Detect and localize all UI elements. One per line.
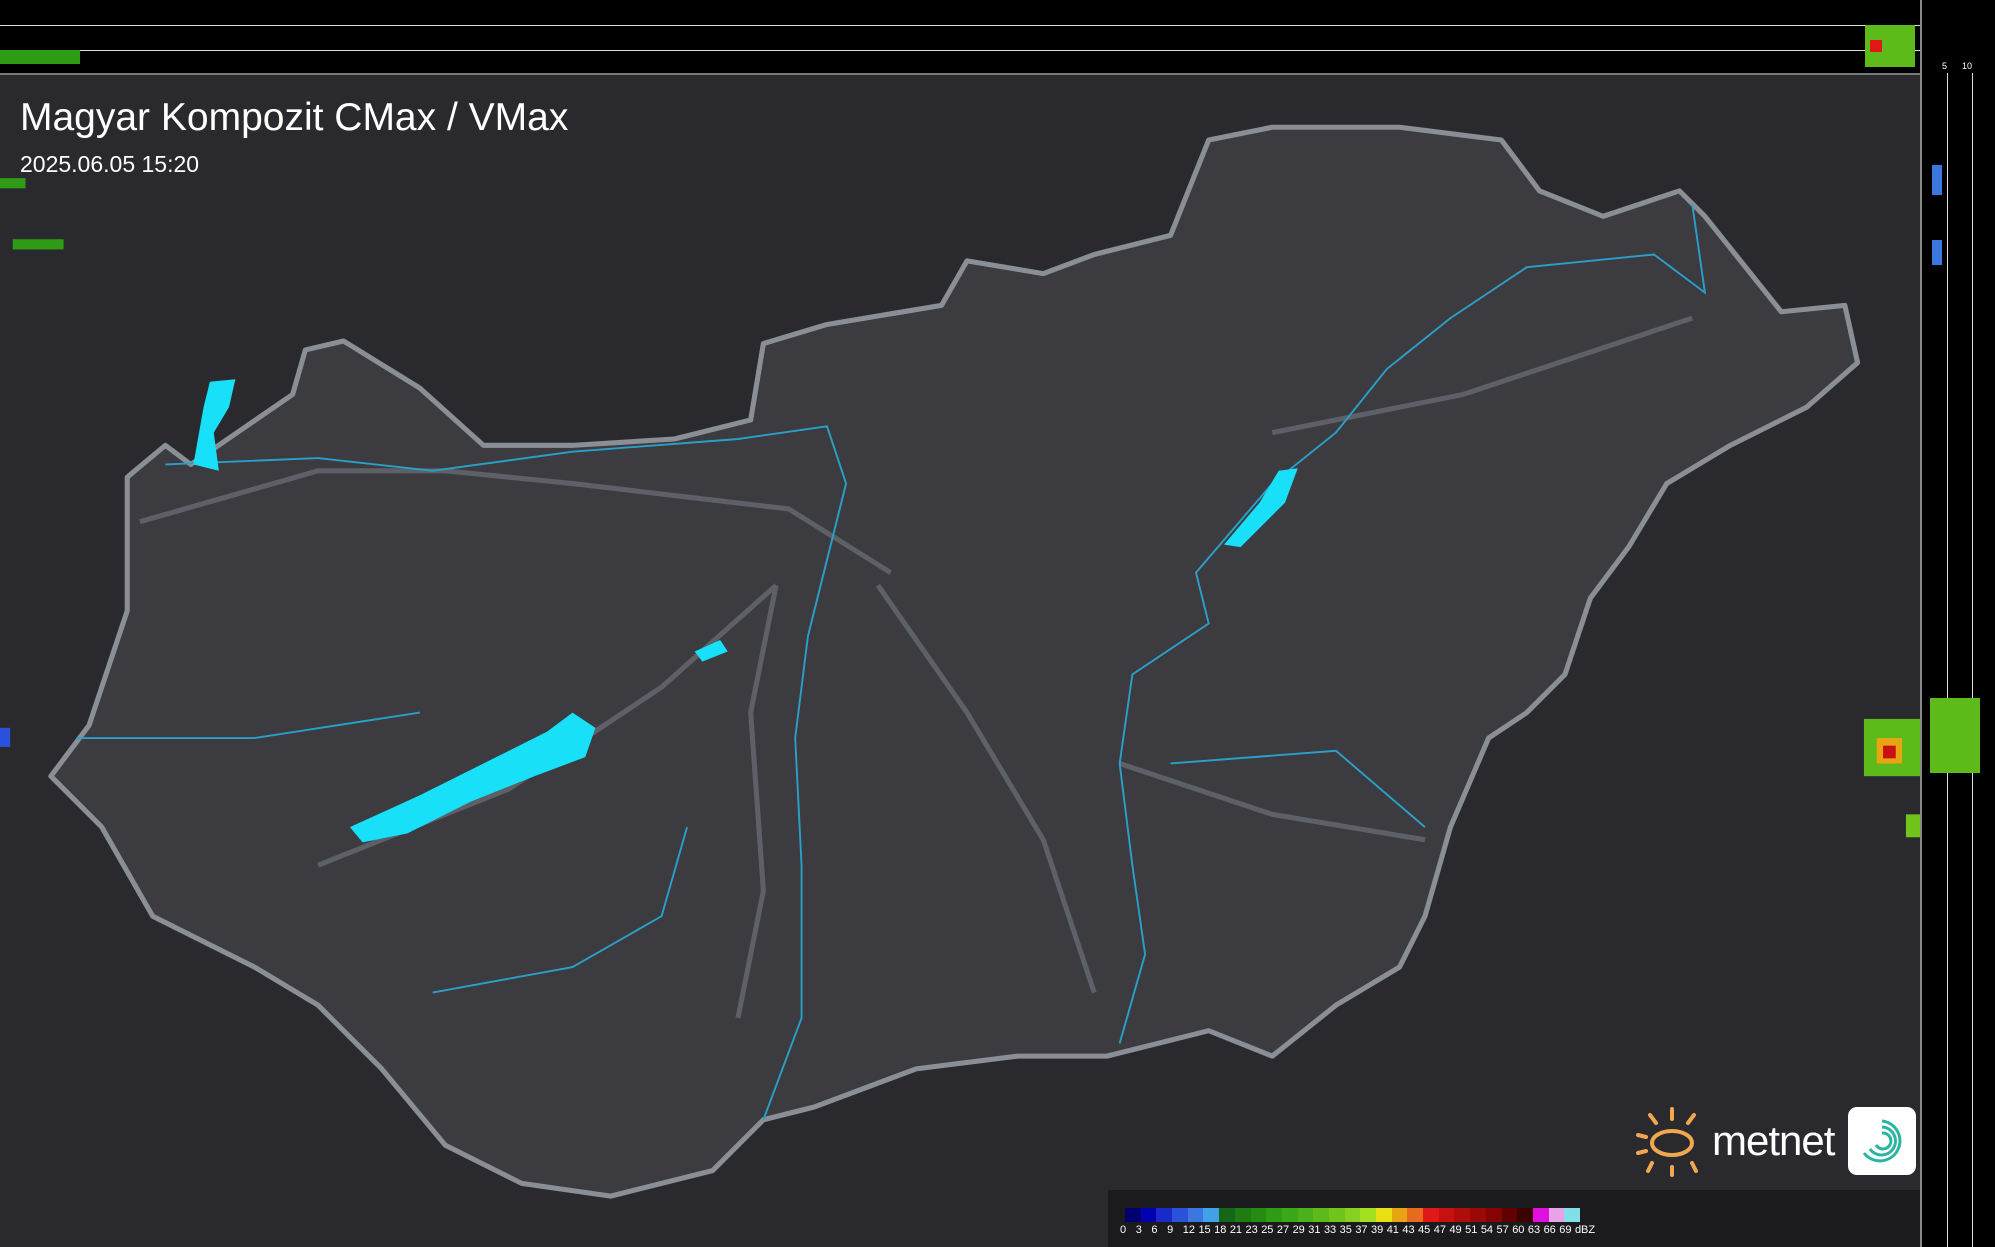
legend-swatch <box>1313 1208 1329 1222</box>
profile-echo-mid <box>1932 240 1942 265</box>
legend-swatch <box>1360 1208 1376 1222</box>
legend-label: 60 <box>1512 1224 1525 1236</box>
legend-label: 27 <box>1276 1224 1290 1236</box>
legend-label: 0 <box>1120 1224 1127 1236</box>
legend-swatch <box>1172 1208 1188 1222</box>
legend-label: 45 <box>1418 1224 1431 1236</box>
river-danube <box>165 425 848 1121</box>
lakes <box>193 379 1298 843</box>
legend-swatch <box>1391 1208 1408 1222</box>
legend-swatch <box>1234 1208 1251 1222</box>
legend-swatch <box>1376 1208 1392 1222</box>
legend-label: 66 <box>1543 1224 1556 1236</box>
profile-echo-top <box>1932 165 1942 195</box>
legend-label: 29 <box>1292 1224 1305 1236</box>
legend-label: 18 <box>1214 1224 1227 1236</box>
legend-swatch <box>1281 1208 1298 1222</box>
logo-text: metnet <box>1712 1117 1835 1164</box>
metnet-logo: metnet <box>1636 1105 1917 1177</box>
lake-ferto <box>193 379 236 471</box>
legend-swatch <box>1203 1208 1220 1222</box>
legend-label: 69 <box>1559 1224 1572 1236</box>
lake-tisza <box>1223 468 1298 548</box>
legend-label: 9 <box>1167 1224 1174 1236</box>
legend-label: 57 <box>1496 1224 1509 1236</box>
profile-label-v10: 10 <box>1962 61 1973 71</box>
profile-gridline-v5 <box>1947 73 1948 1247</box>
legend-swatch <box>1532 1208 1549 1222</box>
legend-label: 63 <box>1527 1224 1541 1236</box>
legend-swatch <box>1328 1208 1345 1222</box>
legend-swatch <box>1140 1208 1157 1222</box>
legend-swatch <box>1219 1208 1235 1222</box>
legend-label: 3 <box>1135 1224 1142 1236</box>
legend-swatch <box>1407 1208 1424 1222</box>
legend-swatch <box>1266 1208 1282 1222</box>
legend-label: 49 <box>1449 1224 1462 1236</box>
radar-echoes <box>0 178 1922 838</box>
profile-echo-left <box>0 50 80 64</box>
color-scale-legend: 0 3 6 9 12 15 18 21 23 25 27 29 31 33 35 37 39 41 43 45 47 49… <box>1108 1190 1920 1247</box>
legend-label: 35 <box>1339 1224 1352 1236</box>
legend-swatch <box>1485 1208 1502 1222</box>
legend-swatch <box>1517 1208 1533 1222</box>
profile-gridline-5 <box>0 50 1920 51</box>
legend-label: 21 <box>1229 1224 1243 1236</box>
legend-label: 43 <box>1402 1224 1415 1236</box>
legend-swatch <box>1501 1208 1518 1222</box>
profile-label-v5: 5 <box>1942 61 1948 71</box>
legend-swatch <box>1187 1208 1204 1222</box>
legend-swatch <box>1470 1208 1486 1222</box>
horizontal-profile-panel <box>0 0 1920 75</box>
legend-label: 12 <box>1182 1224 1195 1236</box>
lake-velence <box>694 640 728 662</box>
legend-swatch <box>1156 1208 1173 1222</box>
legend-label: 39 <box>1371 1224 1384 1236</box>
profile-echo-core <box>1870 40 1882 52</box>
vertical-profile-panel <box>1920 0 1995 1247</box>
legend-label: 54 <box>1480 1224 1494 1236</box>
map-timestamp: 2025.06.05 15:20 <box>20 151 200 177</box>
legend-label: 47 <box>1433 1224 1446 1236</box>
legend-swatch <box>1344 1208 1361 1222</box>
legend-label: 51 <box>1465 1224 1478 1236</box>
profile-echo-bottom <box>1930 698 1980 773</box>
legend-label: 15 <box>1198 1224 1211 1236</box>
legend-label: 41 <box>1386 1224 1399 1236</box>
legend-swatch <box>1454 1208 1471 1222</box>
legend-label: 37 <box>1355 1224 1368 1236</box>
legend-labels: 0 3 6 9 12 15 18 21 23 25 27 29 31 33 35 37 39 41 43 45 47 49… <box>1120 1224 1596 1236</box>
lake-balaton <box>349 712 596 843</box>
legend-swatch <box>1438 1208 1455 1222</box>
legend-swatches <box>1125 1208 1580 1222</box>
legend-label: 31 <box>1308 1224 1321 1236</box>
legend-swatch <box>1423 1208 1439 1222</box>
legend-label: 23 <box>1245 1224 1258 1236</box>
county-borders <box>139 315 1693 1019</box>
legend-label: 25 <box>1261 1224 1274 1236</box>
profile-gridline-v10 <box>1972 73 1973 1247</box>
legend-swatch <box>1564 1208 1580 1222</box>
legend-swatch <box>1548 1208 1565 1222</box>
legend-label: 33 <box>1323 1224 1337 1236</box>
legend-swatch <box>1125 1208 1141 1222</box>
swirl-icon <box>1848 1107 1917 1175</box>
legend-swatch <box>1297 1208 1314 1222</box>
legend-unit: dBZ <box>1574 1224 1596 1236</box>
legend-swatch <box>1250 1208 1267 1222</box>
map-title: Magyar Kompozit CMax / VMax <box>20 96 569 139</box>
profile-gridline-10 <box>0 25 1920 26</box>
legend-label: 6 <box>1151 1224 1158 1236</box>
sun-icon <box>1636 1107 1698 1177</box>
